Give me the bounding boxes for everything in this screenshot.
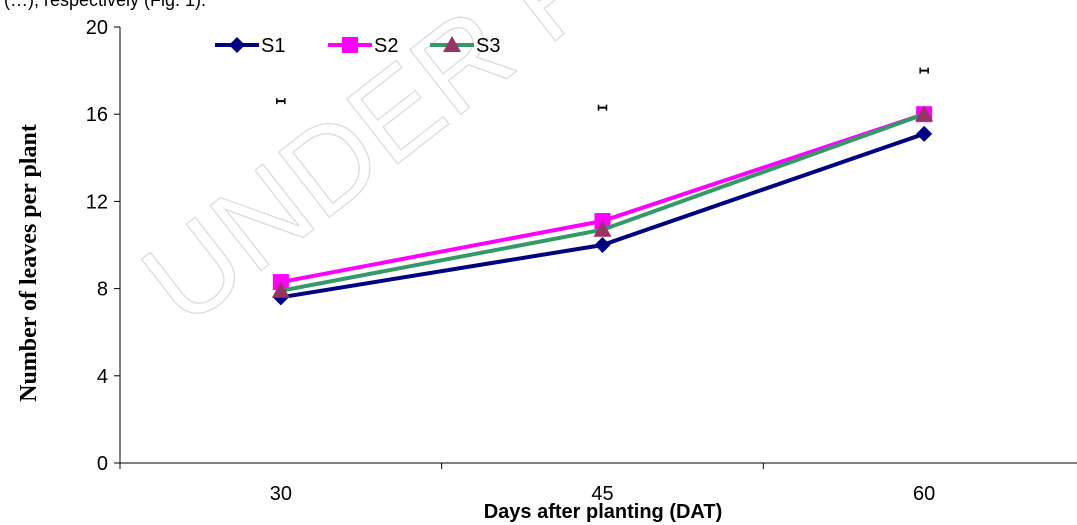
error-bar [597, 104, 608, 111]
series-group [271, 105, 934, 306]
y-tick-label: 4 [97, 366, 108, 388]
x-tick-label: 45 [591, 483, 613, 505]
error-bar [919, 67, 929, 74]
error-bar [276, 98, 286, 105]
data-point [915, 105, 934, 122]
data-point [594, 237, 611, 253]
header-fragment: (…), respectively (Fig. 1). [4, 0, 206, 10]
error-bars [276, 67, 929, 111]
legend-label: S1 [261, 35, 285, 57]
legend-marker [342, 37, 358, 53]
data-point [593, 220, 612, 237]
y-tick-label: 0 [97, 453, 108, 475]
y-tick-label: 12 [86, 191, 108, 213]
x-tick-label: 30 [270, 483, 292, 505]
legend-item: S2 [328, 35, 398, 57]
series-s3 [271, 105, 934, 298]
tick-labels: 0 4 8 12 16 20 30 45 60 [86, 17, 936, 505]
legend-label: S3 [476, 35, 500, 57]
legend-label: S2 [374, 35, 398, 57]
series-s1 [272, 125, 933, 306]
legend: S1 S2 S3 [215, 35, 500, 57]
y-tick-label: 16 [86, 104, 108, 126]
axes [114, 26, 1077, 469]
y-axis-label: Number of leaves per plant [16, 124, 42, 402]
x-tick-label: 60 [913, 483, 935, 505]
y-tick-label: 20 [86, 17, 108, 39]
data-point [271, 281, 290, 298]
x-axis-label: Days after planting (DAT) [484, 501, 723, 523]
legend-marker [443, 36, 461, 52]
data-point [916, 125, 933, 142]
y-tick-label: 8 [97, 279, 108, 301]
legend-item: S3 [430, 35, 500, 57]
legend-item: S1 [215, 35, 285, 57]
legend-marker [229, 37, 245, 53]
